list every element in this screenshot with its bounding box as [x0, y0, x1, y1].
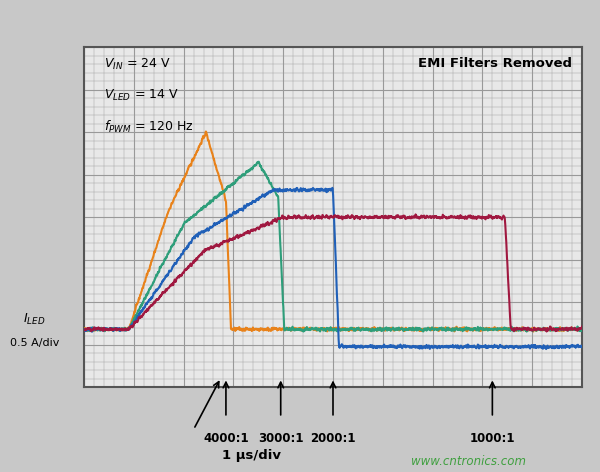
Text: 3000:1: 3000:1: [258, 432, 304, 445]
Text: EMI Filters Removed: EMI Filters Removed: [418, 58, 572, 70]
Text: $V_{IN}$ = 24 V: $V_{IN}$ = 24 V: [104, 58, 170, 73]
Text: 2000:1: 2000:1: [310, 432, 356, 445]
Text: 0.5 A/div: 0.5 A/div: [10, 338, 59, 348]
Text: $V_{LED}$ = 14 V: $V_{LED}$ = 14 V: [104, 88, 179, 103]
Text: 1 μs/div: 1 μs/div: [223, 449, 281, 462]
Text: www.cntronics.com: www.cntronics.com: [410, 455, 526, 468]
Text: 4000:1: 4000:1: [203, 432, 249, 445]
Text: $f_{PWM}$ = 120 Hz: $f_{PWM}$ = 120 Hz: [104, 118, 194, 135]
Text: $I_{LED}$: $I_{LED}$: [23, 312, 46, 327]
Text: 1000:1: 1000:1: [470, 432, 515, 445]
